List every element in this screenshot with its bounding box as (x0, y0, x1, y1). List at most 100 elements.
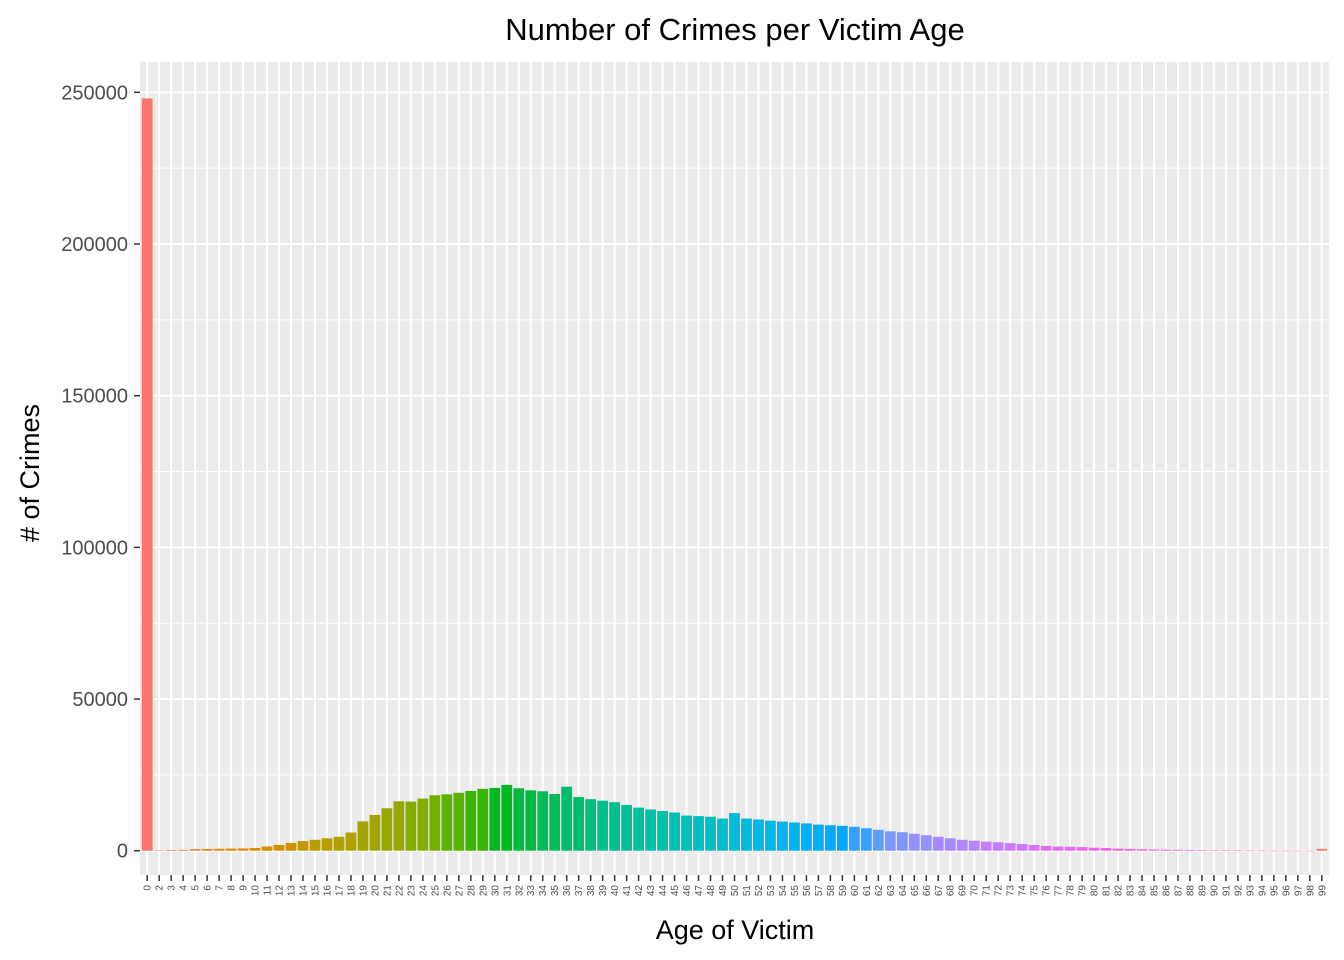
bar (141, 98, 153, 851)
bar (525, 790, 537, 851)
x-tick-label: 85 (1150, 885, 1161, 897)
x-tick-label: 71 (982, 885, 993, 897)
bar (681, 815, 692, 851)
bar (453, 792, 465, 851)
bar (1124, 848, 1136, 851)
bar (561, 786, 573, 851)
x-tick-label: 69 (958, 885, 969, 897)
bar (836, 825, 848, 851)
x-tick-label: 47 (694, 885, 705, 897)
x-tick-label: 90 (1209, 885, 1220, 897)
x-axis-title: Age of Victim (656, 915, 815, 945)
x-tick-label: 42 (634, 885, 645, 897)
bar (765, 820, 776, 851)
x-tick-label: 25 (430, 885, 441, 897)
x-tick-label: 29 (478, 885, 489, 897)
x-tick-label: 61 (862, 885, 873, 897)
bars (141, 98, 1328, 852)
bar (1028, 844, 1040, 851)
x-tick-label: 73 (1006, 885, 1017, 897)
x-tick-label: 33 (526, 885, 537, 897)
x-tick-label: 62 (874, 885, 885, 897)
bar (705, 816, 716, 851)
bar (1136, 849, 1148, 851)
x-tick-label: 49 (718, 885, 729, 897)
x-tick-label: 35 (550, 885, 561, 897)
x-tick-label: 20 (370, 885, 381, 897)
x-tick-label: 46 (682, 885, 693, 897)
x-tick-label: 34 (538, 885, 549, 897)
bar (896, 832, 908, 851)
bar (729, 813, 740, 851)
x-tick-label: 4 (179, 885, 190, 891)
x-tick-label: 82 (1114, 885, 1125, 897)
bar (884, 831, 896, 851)
bar (429, 795, 441, 851)
x-tick-label: 21 (382, 885, 393, 897)
x-tick-label: 23 (406, 885, 417, 897)
x-tick-label: 93 (1245, 885, 1256, 897)
x-tick-label: 22 (394, 885, 405, 897)
bar (1292, 850, 1304, 852)
bar (920, 835, 932, 851)
x-tick-label: 5 (191, 885, 202, 891)
x-tick-label: 79 (1078, 885, 1089, 897)
x-tick-label: 89 (1197, 885, 1208, 897)
bar (225, 848, 237, 851)
bar (1052, 846, 1064, 851)
bar (261, 846, 273, 851)
x-tick-label: 96 (1281, 885, 1292, 897)
y-tick-label: 0 (117, 841, 128, 863)
x-tick-label: 3 (167, 885, 178, 891)
bar (980, 841, 992, 851)
bar (1304, 850, 1316, 852)
bar (477, 788, 489, 851)
bar (1256, 850, 1268, 852)
bar (1064, 846, 1076, 851)
x-tick-label: 87 (1173, 885, 1184, 897)
x-tick-label: 50 (730, 885, 741, 897)
bar (645, 809, 656, 851)
x-tick-label: 32 (514, 885, 525, 897)
bar (789, 822, 800, 851)
bar (441, 794, 453, 851)
bar (956, 839, 968, 851)
x-tick-label: 72 (994, 885, 1005, 897)
bar (237, 848, 249, 851)
x-tick-label: 57 (814, 885, 825, 897)
bar (177, 849, 189, 851)
x-tick-label: 30 (490, 885, 501, 897)
x-tick-label: 31 (502, 885, 513, 897)
bar (621, 804, 633, 851)
y-axis: 0 50000 100000 150000 200000 250000 (61, 82, 140, 863)
bar (1172, 849, 1184, 851)
bar (417, 798, 429, 851)
x-tick-label: 91 (1221, 885, 1232, 897)
x-tick-label: 7 (215, 885, 226, 891)
bar (908, 833, 920, 851)
bar (213, 848, 225, 851)
x-tick-label: 68 (946, 885, 957, 897)
x-tick-label: 15 (310, 885, 321, 897)
bar (824, 825, 836, 851)
bar (944, 838, 956, 851)
bar (1160, 849, 1172, 851)
bar (189, 849, 201, 851)
bar (345, 832, 357, 851)
x-tick-label: 40 (610, 885, 621, 897)
bar (1004, 843, 1016, 851)
y-tick-label: 50000 (72, 689, 128, 711)
bar (657, 810, 668, 851)
bar (153, 850, 165, 851)
bar (489, 787, 501, 851)
x-tick-label: 27 (454, 885, 465, 897)
bar (1088, 847, 1100, 851)
bar (549, 794, 561, 851)
bar (1280, 850, 1292, 852)
x-tick-label: 94 (1257, 885, 1268, 897)
bar (585, 799, 597, 851)
y-tick-label: 100000 (61, 537, 128, 559)
x-tick-label: 66 (922, 885, 933, 897)
x-tick-label: 10 (251, 885, 262, 897)
bar (501, 784, 513, 851)
